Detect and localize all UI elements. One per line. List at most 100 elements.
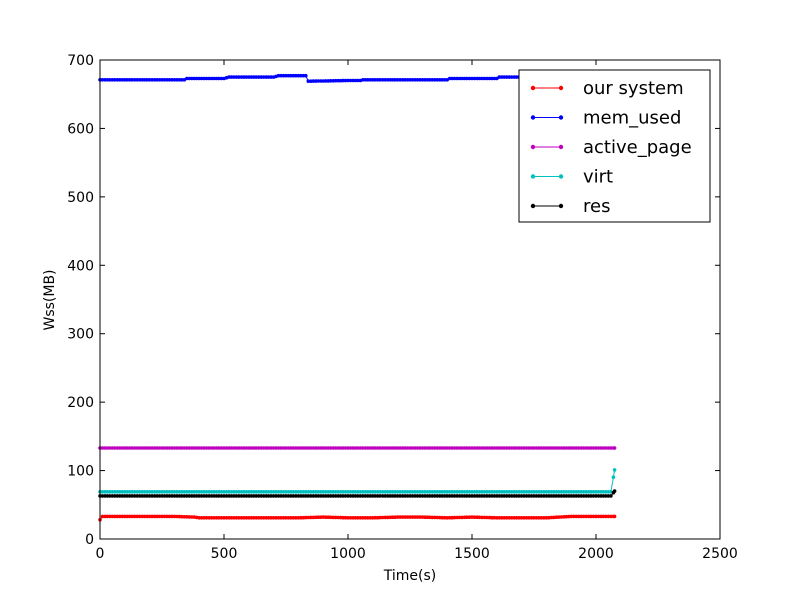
data-point-res bbox=[291, 494, 296, 498]
data-point-res bbox=[217, 494, 221, 498]
data-point-res bbox=[142, 494, 147, 498]
data-point-active-page bbox=[180, 446, 184, 450]
data-point-active-page bbox=[294, 446, 298, 450]
data-point-our-system bbox=[353, 516, 358, 520]
data-point-active-page bbox=[571, 446, 576, 450]
data-point-virt bbox=[366, 490, 370, 494]
data-point-our-system bbox=[105, 514, 110, 519]
data-point-mem-used bbox=[356, 78, 360, 83]
data-point-active-page bbox=[423, 446, 427, 450]
data-point-virt bbox=[542, 490, 546, 494]
data-point-our-system bbox=[507, 516, 512, 520]
data-point-our-system bbox=[145, 514, 149, 519]
data-point-our-system bbox=[222, 516, 226, 520]
data-point-mem-used bbox=[135, 78, 139, 82]
data-point-mem-used bbox=[418, 78, 422, 82]
data-point-our-system bbox=[581, 514, 586, 519]
data-point-active-page bbox=[398, 446, 402, 450]
data-point-res bbox=[609, 494, 613, 498]
data-point-virt bbox=[368, 490, 373, 494]
data-point-mem-used bbox=[291, 73, 296, 78]
data-point-our-system bbox=[286, 516, 291, 520]
data-point-res bbox=[249, 494, 254, 498]
data-point-active-page bbox=[224, 446, 229, 450]
data-point-our-system bbox=[571, 514, 576, 519]
data-point-our-system bbox=[410, 515, 415, 519]
data-point-res bbox=[199, 494, 204, 498]
data-point-res bbox=[420, 494, 425, 498]
series-res bbox=[98, 489, 617, 498]
data-point-our-system bbox=[415, 515, 420, 519]
data-point-our-system bbox=[209, 516, 214, 520]
data-point-virt bbox=[552, 490, 556, 494]
data-point-mem-used bbox=[514, 75, 519, 79]
data-point-virt bbox=[306, 490, 311, 494]
data-point-active-page bbox=[415, 446, 420, 450]
data-point-our-system bbox=[271, 516, 276, 520]
data-point-res bbox=[366, 494, 370, 498]
data-point-active-page bbox=[408, 446, 412, 450]
data-point-virt bbox=[187, 490, 192, 494]
data-point-virt bbox=[353, 490, 358, 494]
data-point-res bbox=[170, 494, 174, 498]
data-point-virt bbox=[418, 490, 422, 494]
data-point-mem-used bbox=[212, 76, 216, 81]
data-point-virt bbox=[296, 490, 301, 494]
data-point-mem-used bbox=[405, 78, 410, 82]
data-point-res bbox=[242, 494, 246, 498]
data-point-virt bbox=[356, 490, 360, 494]
data-point-virt bbox=[147, 490, 152, 494]
legend-marker-virt bbox=[530, 174, 536, 179]
data-point-active-page bbox=[442, 446, 447, 450]
data-point-virt bbox=[539, 490, 544, 494]
data-point-active-page bbox=[373, 446, 378, 450]
data-point-virt bbox=[110, 490, 115, 494]
y-tick-label: 400 bbox=[67, 258, 94, 274]
data-point-our-system bbox=[504, 516, 509, 520]
data-point-virt bbox=[544, 490, 549, 494]
data-point-virt bbox=[482, 490, 487, 494]
data-point-active-page bbox=[557, 446, 561, 450]
data-point-our-system bbox=[237, 516, 241, 520]
data-point-active-page bbox=[492, 446, 497, 450]
y-tick-label: 500 bbox=[67, 190, 94, 206]
data-point-virt bbox=[576, 490, 581, 494]
data-point-virt bbox=[316, 490, 321, 494]
data-point-res bbox=[294, 494, 298, 498]
data-point-mem-used bbox=[346, 78, 350, 83]
y-axis-label: Wss(MB) bbox=[42, 269, 58, 330]
data-point-our-system bbox=[514, 516, 519, 520]
legend-marker-our-system bbox=[558, 85, 564, 91]
data-point-active-page bbox=[460, 446, 464, 450]
data-point-mem-used bbox=[299, 73, 303, 78]
data-point-res bbox=[309, 494, 313, 498]
data-point-res bbox=[234, 494, 239, 498]
data-point-mem-used bbox=[142, 78, 147, 82]
data-point-res bbox=[482, 494, 487, 498]
data-point-mem-used bbox=[480, 76, 484, 81]
data-point-mem-used bbox=[415, 78, 420, 82]
data-point-our-system bbox=[403, 515, 407, 519]
data-point-active-page bbox=[589, 446, 593, 450]
data-point-virt bbox=[447, 490, 452, 494]
data-point-mem-used bbox=[162, 78, 167, 82]
data-point-res bbox=[222, 494, 226, 498]
data-point-res bbox=[180, 494, 184, 498]
data-point-active-page bbox=[194, 446, 199, 450]
data-point-active-page bbox=[229, 446, 234, 450]
data-point-active-page bbox=[581, 446, 586, 450]
data-point-res bbox=[398, 494, 402, 498]
data-point-virt bbox=[547, 490, 551, 494]
data-point-our-system bbox=[229, 516, 234, 520]
data-point-virt bbox=[244, 490, 249, 494]
data-point-active-page bbox=[336, 446, 340, 450]
data-point-res bbox=[316, 494, 321, 498]
data-point-virt bbox=[442, 490, 447, 494]
data-point-active-page bbox=[207, 446, 211, 450]
y-tick-label: 300 bbox=[67, 327, 94, 343]
data-point-virt bbox=[294, 490, 298, 494]
data-point-active-page bbox=[554, 446, 559, 450]
data-point-res bbox=[509, 494, 514, 498]
data-point-our-system bbox=[281, 516, 286, 520]
data-point-mem-used bbox=[209, 76, 214, 81]
